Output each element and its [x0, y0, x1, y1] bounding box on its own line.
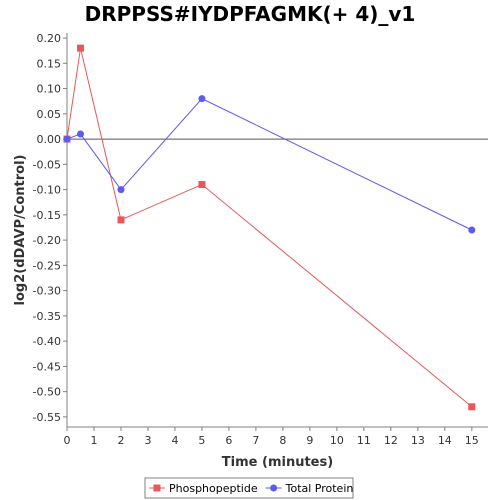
- y-tick-label: -0.55: [33, 411, 61, 424]
- x-tick-label: 10: [330, 434, 344, 447]
- data-point: [468, 226, 476, 234]
- x-tick-label: 15: [465, 434, 479, 447]
- x-tick-label: 0: [64, 434, 71, 447]
- y-tick-label: 0.00: [37, 133, 62, 146]
- x-tick-label: 7: [252, 434, 259, 447]
- legend-label: Phosphopeptide: [169, 482, 258, 495]
- legend-marker: [153, 484, 161, 492]
- y-tick-label: -0.10: [33, 184, 61, 197]
- data-point: [117, 186, 125, 194]
- data-point: [468, 403, 476, 411]
- y-tick-label: -0.45: [33, 360, 61, 373]
- x-tick-label: 1: [90, 434, 97, 447]
- legend-label: Total Protein: [285, 482, 354, 495]
- y-tick-label: -0.15: [33, 209, 61, 222]
- legend-box: [144, 477, 354, 499]
- data-point: [76, 130, 84, 138]
- x-tick-label: 11: [357, 434, 371, 447]
- y-tick-label: -0.40: [33, 335, 61, 348]
- y-tick-label: -0.05: [33, 158, 61, 171]
- y-tick-label: -0.20: [33, 234, 61, 247]
- x-tick-label: 9: [306, 434, 313, 447]
- legend: Phosphopeptide Total Protein: [144, 477, 354, 499]
- x-tick-label: 4: [171, 434, 178, 447]
- y-tick-label: 0.10: [37, 83, 62, 96]
- data-point: [76, 44, 84, 52]
- axes-layer: 0.20 0.15 0.10 0.05 0.00 -0.05 -0.10 -0.15 -0.20…: [13, 32, 488, 470]
- data-point: [63, 135, 71, 143]
- x-tick-label: 13: [411, 434, 425, 447]
- x-axis-label: Time (minutes): [222, 455, 333, 470]
- legend-marker: [270, 484, 278, 492]
- x-tick-label: 12: [384, 434, 398, 447]
- x-tick-label: 5: [198, 434, 205, 447]
- y-axis-label: log2(dDAVP/Control): [13, 155, 28, 306]
- x-tick-label: 2: [117, 434, 124, 447]
- x-tick-label: 8: [279, 434, 286, 447]
- data-point: [117, 216, 125, 224]
- y-tick-label: 0.05: [37, 108, 62, 121]
- x-tick-label: 6: [225, 434, 232, 447]
- data-point: [198, 95, 206, 103]
- y-tick-label: -0.25: [33, 259, 61, 272]
- y-tick-label: -0.30: [33, 285, 61, 298]
- y-tick-label: 0.20: [37, 32, 62, 45]
- chart-title: DRPPSS#IYDPFAGMK(+ 4)_v1: [84, 2, 416, 26]
- series-layer: [63, 44, 476, 411]
- data-point: [198, 181, 206, 189]
- plot-area: [67, 33, 488, 427]
- y-tick-label: 0.15: [37, 57, 62, 70]
- x-tick-label: 14: [438, 434, 452, 447]
- x-tick-label: 3: [144, 434, 151, 447]
- y-tick-label: -0.35: [33, 310, 61, 323]
- y-tick-label: -0.50: [33, 386, 61, 399]
